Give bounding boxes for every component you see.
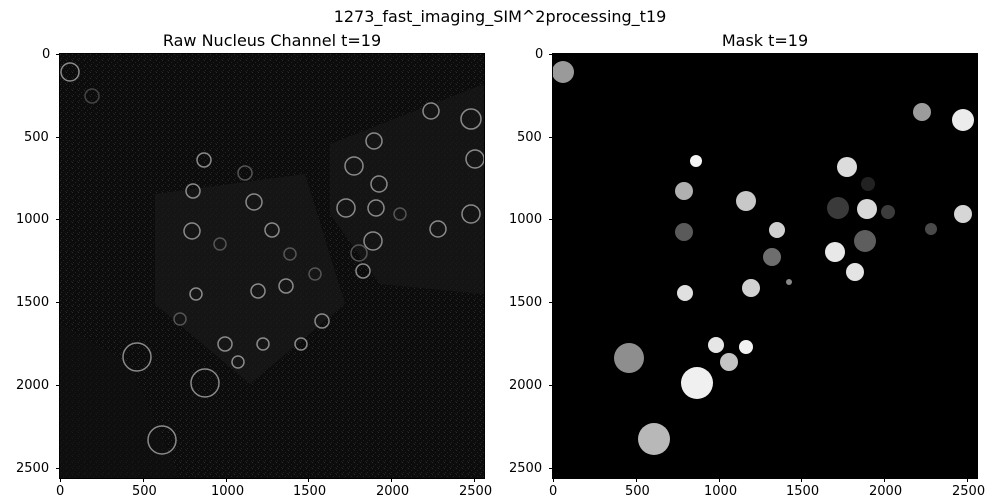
mask-x-tick-500: 500 (625, 484, 650, 499)
mask-x-tick-1000: 1000 (704, 484, 738, 499)
mask-x-tick-0: 0 (549, 484, 558, 499)
raw-image (59, 53, 485, 479)
raw-y-tick-0: 0 (42, 47, 51, 62)
mask-x-tick-2500: 2500 (952, 484, 986, 499)
raw-panel-title: Raw Nucleus Channel t=19 (162, 31, 382, 50)
mask-image (552, 53, 978, 479)
raw-x-tick-2000: 2000 (376, 484, 410, 499)
raw-x-tick-2500: 2500 (459, 484, 493, 499)
mask-y-tick-2500: 2500 (509, 461, 543, 476)
mask-y-tick-500: 500 (517, 130, 542, 145)
mask-y-tick-1500: 1500 (509, 295, 543, 310)
raw-x-tick-0: 0 (56, 484, 65, 499)
raw-x-tick-1500: 1500 (293, 484, 327, 499)
mask-y-tick-1000: 1000 (509, 212, 543, 227)
raw-y-tick-1500: 1500 (16, 295, 50, 310)
raw-y-tick-500: 500 (24, 130, 49, 145)
figure-title: 1273_fast_imaging_SIM^2processing_t19 (333, 7, 667, 26)
mask-x-tick-2000: 2000 (869, 484, 903, 499)
mask-panel-title: Mask t=19 (721, 31, 809, 50)
raw-image-canvas (60, 54, 484, 478)
raw-x-tick-1000: 1000 (211, 484, 245, 499)
raw-x-tick-500: 500 (132, 484, 157, 499)
raw-y-tick-1000: 1000 (16, 212, 50, 227)
mask-x-tick-1500: 1500 (786, 484, 820, 499)
mask-image-canvas (553, 54, 977, 478)
raw-y-tick-2500: 2500 (16, 461, 50, 476)
raw-y-tick-2000: 2000 (16, 378, 50, 393)
mask-y-tick-2000: 2000 (509, 378, 543, 393)
mask-y-tick-0: 0 (535, 47, 544, 62)
